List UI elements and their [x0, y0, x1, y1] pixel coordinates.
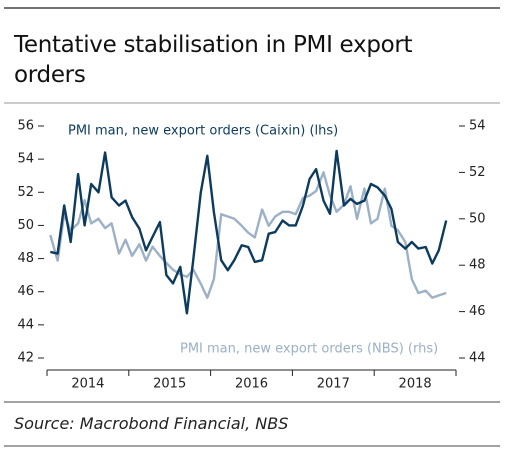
legend-label: PMI man, new export orders (Caixin) (lhs… — [68, 124, 338, 139]
y-tick-label: 56 — [17, 119, 34, 134]
y-tick-label: 48 — [17, 251, 34, 266]
y-tick-label: 52 — [17, 185, 34, 200]
series-line — [50, 149, 448, 315]
x-tick-label: 2015 — [153, 377, 186, 392]
y-tick-label: 50 — [17, 218, 34, 233]
y2-tick-label: 46 — [469, 304, 486, 319]
y2-tick-label: 54 — [469, 119, 486, 134]
y-tick-label: 44 — [17, 317, 34, 332]
y2-tick-label: 48 — [469, 258, 486, 273]
x-tick-label: 2018 — [399, 377, 432, 392]
x-tick-label: 2014 — [71, 377, 104, 392]
y-tick-label: 54 — [17, 152, 34, 167]
y2-tick-label: 50 — [469, 211, 486, 226]
y2-tick-label: 52 — [469, 165, 486, 180]
series-line — [49, 171, 447, 299]
x-tick-label: 2016 — [235, 377, 268, 392]
chart-title: Tentative stabilisation in PMI export or… — [14, 32, 413, 88]
y-tick-label: 46 — [17, 284, 34, 299]
legend-label: PMI man, new export orders (NBS) (rhs) — [180, 342, 438, 357]
x-tick-label: 2017 — [317, 377, 350, 392]
y2-tick-label: 44 — [469, 351, 486, 366]
source: Source: Macrobond Financial, NBS — [14, 414, 289, 433]
y-tick-label: 42 — [17, 351, 34, 366]
